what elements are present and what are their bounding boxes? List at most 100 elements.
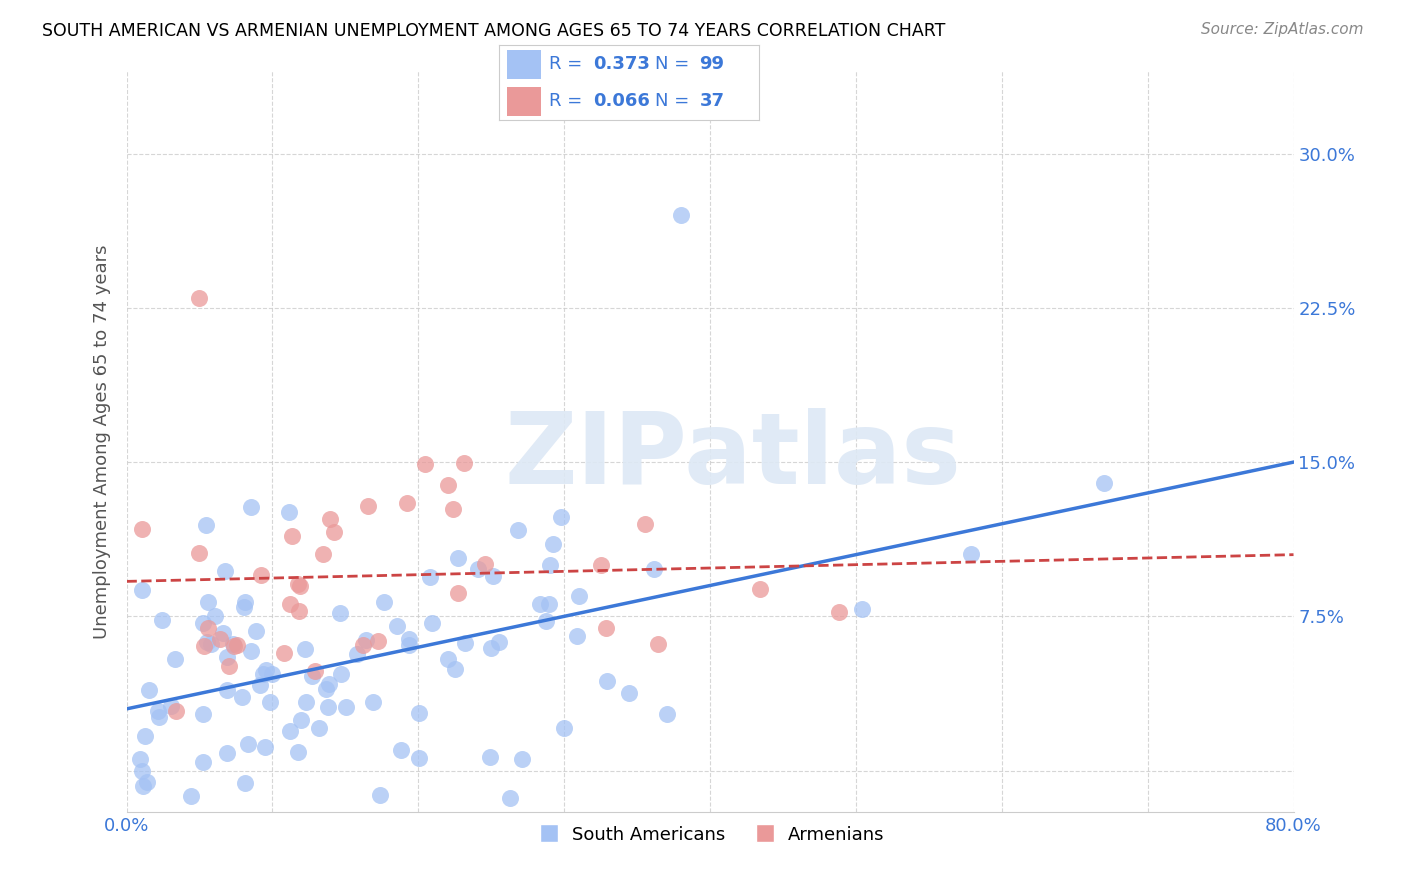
Text: SOUTH AMERICAN VS ARMENIAN UNEMPLOYMENT AMONG AGES 65 TO 74 YEARS CORRELATION CH: SOUTH AMERICAN VS ARMENIAN UNEMPLOYMENT …: [42, 22, 946, 40]
Point: [273, 646, 295, 660]
Point: [188, 291, 211, 305]
Point: [193, 639, 215, 653]
Point: [280, 598, 302, 612]
Point: [478, 750, 501, 764]
Point: [131, 583, 153, 598]
Point: [304, 664, 326, 678]
Point: [316, 700, 339, 714]
Text: N =: N =: [655, 92, 695, 110]
Point: [287, 577, 309, 591]
Text: 99: 99: [699, 55, 724, 73]
Point: [368, 788, 391, 802]
Point: [295, 695, 318, 709]
Point: [290, 579, 312, 593]
Text: 0.373: 0.373: [593, 55, 650, 73]
Point: [536, 614, 558, 628]
Point: [221, 637, 243, 651]
Point: [481, 568, 503, 582]
Point: [134, 729, 156, 743]
Point: [1092, 475, 1115, 490]
Point: [254, 663, 277, 677]
Point: [214, 564, 236, 578]
Point: [191, 826, 214, 840]
Point: [591, 558, 613, 572]
Point: [212, 626, 235, 640]
Point: [541, 537, 564, 551]
Point: [226, 638, 249, 652]
Point: [240, 644, 263, 658]
Point: [290, 714, 312, 728]
Point: [467, 562, 489, 576]
Point: [193, 707, 215, 722]
Point: [259, 696, 281, 710]
Point: [195, 635, 218, 649]
Point: [529, 598, 551, 612]
Point: [193, 615, 215, 630]
Point: [277, 505, 299, 519]
Point: [508, 524, 530, 538]
Point: [217, 682, 239, 697]
Point: [135, 775, 157, 789]
Point: [447, 550, 470, 565]
FancyBboxPatch shape: [508, 50, 541, 78]
Point: [180, 789, 202, 803]
Point: [453, 456, 475, 470]
Point: [385, 619, 408, 633]
Text: Source: ZipAtlas.com: Source: ZipAtlas.com: [1201, 22, 1364, 37]
Point: [595, 621, 617, 635]
Point: [512, 752, 534, 766]
Point: [538, 597, 561, 611]
Text: ZIPatlas: ZIPatlas: [505, 408, 962, 505]
Point: [553, 722, 575, 736]
Point: [851, 602, 873, 616]
Point: [634, 517, 657, 532]
Point: [408, 706, 430, 721]
Point: [233, 595, 256, 609]
Point: [200, 637, 222, 651]
Text: R =: R =: [548, 55, 588, 73]
Point: [356, 632, 378, 647]
Point: [188, 546, 211, 560]
Legend: South Americans, Armenians: South Americans, Armenians: [529, 818, 891, 851]
Point: [245, 624, 267, 638]
Point: [436, 478, 458, 492]
Point: [396, 496, 419, 510]
Point: [617, 685, 640, 699]
Point: [128, 752, 150, 766]
Point: [191, 755, 214, 769]
Point: [138, 683, 160, 698]
Point: [165, 704, 187, 718]
Point: [217, 747, 239, 761]
Point: [643, 562, 665, 576]
Point: [218, 659, 240, 673]
Text: R =: R =: [548, 92, 588, 110]
Point: [131, 764, 153, 779]
Point: [488, 634, 510, 648]
Point: [444, 661, 467, 675]
Point: [315, 681, 337, 696]
Point: [568, 589, 591, 603]
Point: [352, 638, 374, 652]
Y-axis label: Unemployment Among Ages 65 to 74 years: Unemployment Among Ages 65 to 74 years: [93, 244, 111, 639]
Point: [550, 509, 572, 524]
Point: [318, 677, 340, 691]
Point: [233, 776, 256, 790]
Point: [960, 547, 983, 561]
Text: N =: N =: [655, 55, 695, 73]
Point: [373, 595, 395, 609]
Point: [538, 558, 561, 573]
Point: [288, 604, 311, 618]
Point: [236, 737, 259, 751]
Point: [330, 667, 353, 681]
Point: [499, 791, 522, 805]
Point: [398, 638, 420, 652]
Point: [474, 557, 496, 571]
Point: [419, 570, 441, 584]
Point: [420, 615, 443, 630]
Text: 0.066: 0.066: [593, 92, 650, 110]
Point: [148, 704, 170, 718]
Point: [308, 721, 330, 735]
Point: [239, 500, 262, 514]
Point: [262, 667, 284, 681]
Point: [131, 779, 153, 793]
